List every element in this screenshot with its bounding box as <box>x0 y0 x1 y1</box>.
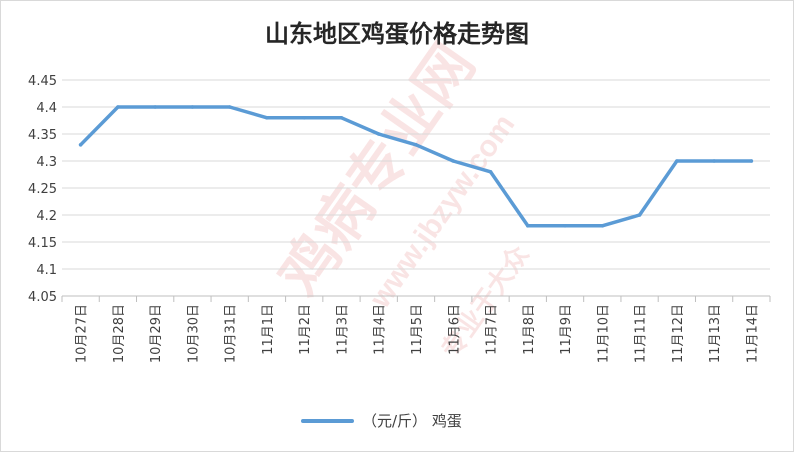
y-tick-label: 4.2 <box>36 209 57 224</box>
y-tick-label: 4.35 <box>28 128 57 143</box>
x-tick-label: 11月6日 <box>447 304 462 355</box>
data-point <box>302 116 307 120</box>
x-axis-ticks: 10月27日 10月28日 10月29日 10月30日 10月31日 11月1日 11月2日… <box>61 296 771 363</box>
data-point <box>525 224 530 228</box>
data-point <box>153 105 157 109</box>
x-tick-label: 11月12日 <box>671 304 686 363</box>
y-tick-label: 4.3 <box>36 155 57 170</box>
y-tick-label: 4.05 <box>28 290 57 305</box>
x-tick-label: 11月5日 <box>410 304 425 355</box>
y-tick-label: 4.4 <box>36 101 57 116</box>
x-tick-label: 10月27日 <box>75 304 90 363</box>
gridlines <box>62 79 770 297</box>
data-point <box>749 159 754 163</box>
y-tick-label: 4.15 <box>28 236 57 251</box>
x-tick-label: 11月7日 <box>485 304 500 355</box>
chart-title: 山东地区鸡蛋价格走势图 <box>265 19 529 48</box>
data-point <box>563 224 567 228</box>
x-tick-label: 11月8日 <box>522 304 537 355</box>
y-tick-label: 4.25 <box>28 182 57 197</box>
data-point <box>600 224 605 228</box>
x-tick-label: 11月4日 <box>373 304 388 355</box>
x-tick-label: 11月2日 <box>298 304 313 355</box>
data-point <box>190 105 195 109</box>
legend-label: （元/斤） 鸡蛋 <box>362 412 462 430</box>
data-point <box>339 116 344 120</box>
x-tick-label: 11月1日 <box>261 304 276 355</box>
x-tick-label: 10月29日 <box>149 304 164 363</box>
data-point <box>675 159 679 163</box>
x-tick-label: 11月10日 <box>596 304 611 363</box>
y-axis-ticks: 4.05 4.1 4.15 4.2 4.25 4.3 4.35 4.4 4.45 <box>28 74 57 305</box>
data-point <box>414 143 418 147</box>
x-tick-label: 10月31日 <box>224 304 239 363</box>
data-point <box>712 159 716 163</box>
x-tick-label: 10月30日 <box>186 304 201 363</box>
data-point <box>116 105 120 109</box>
data-point <box>78 143 83 147</box>
data-point <box>227 105 232 109</box>
data-point <box>451 159 456 163</box>
x-tick-label: 11月9日 <box>559 304 574 355</box>
x-tick-label: 10月28日 <box>112 304 127 363</box>
y-tick-label: 4.1 <box>36 263 57 278</box>
x-tick-label: 11月11日 <box>634 304 649 363</box>
data-point <box>265 116 269 120</box>
series-layer <box>78 105 754 228</box>
data-point <box>488 170 493 174</box>
y-tick-label: 4.45 <box>28 74 57 89</box>
data-point <box>637 213 642 217</box>
legend: （元/斤） 鸡蛋 <box>301 412 462 430</box>
x-tick-label: 11月13日 <box>708 304 723 363</box>
x-tick-label: 11月14日 <box>745 304 760 363</box>
data-point <box>376 132 381 136</box>
x-tick-label: 11月3日 <box>335 304 350 355</box>
